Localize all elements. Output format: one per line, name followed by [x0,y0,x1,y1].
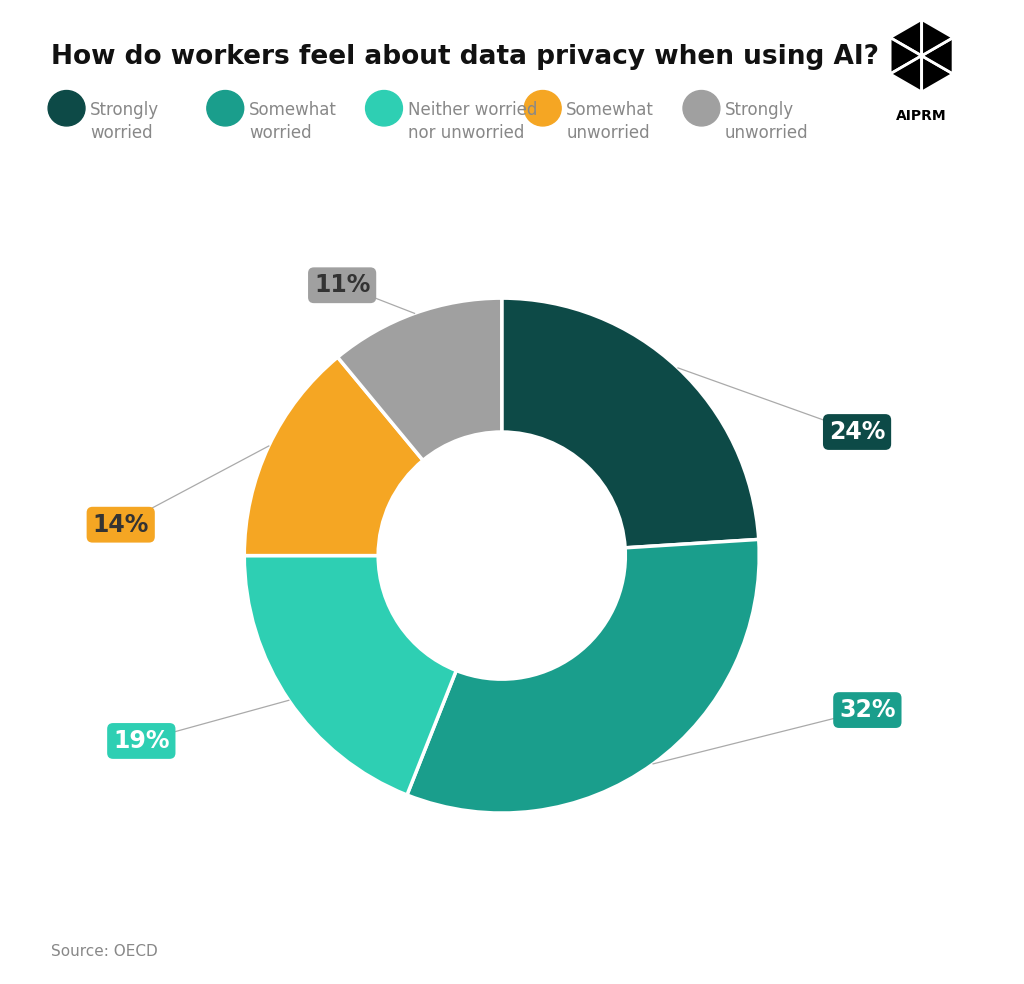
Wedge shape [245,556,457,795]
Text: 24%: 24% [828,420,885,444]
Polygon shape [922,56,953,92]
Text: Somewhat
worried: Somewhat worried [249,101,337,142]
Polygon shape [890,20,922,56]
Wedge shape [338,298,502,461]
Text: AIPRM: AIPRM [896,109,947,123]
Circle shape [524,91,561,126]
Wedge shape [245,357,423,556]
Text: 14%: 14% [92,513,148,536]
Text: 11%: 11% [314,274,371,297]
Circle shape [683,91,720,126]
Text: 19%: 19% [113,729,170,753]
Text: 32%: 32% [839,698,896,722]
Polygon shape [890,37,922,74]
Circle shape [48,91,85,126]
Wedge shape [502,298,759,548]
Wedge shape [407,539,759,813]
Text: How do workers feel about data privacy when using AI?: How do workers feel about data privacy w… [51,44,880,70]
Text: Strongly
worried: Strongly worried [90,101,160,142]
Circle shape [366,91,402,126]
Polygon shape [922,37,953,74]
Text: Neither worried
nor unworried: Neither worried nor unworried [408,101,537,142]
Polygon shape [922,20,953,56]
Text: Strongly
unworried: Strongly unworried [725,101,809,142]
Circle shape [207,91,244,126]
Polygon shape [890,56,922,92]
Text: Source: OECD: Source: OECD [51,945,158,959]
Text: Somewhat
unworried: Somewhat unworried [566,101,654,142]
